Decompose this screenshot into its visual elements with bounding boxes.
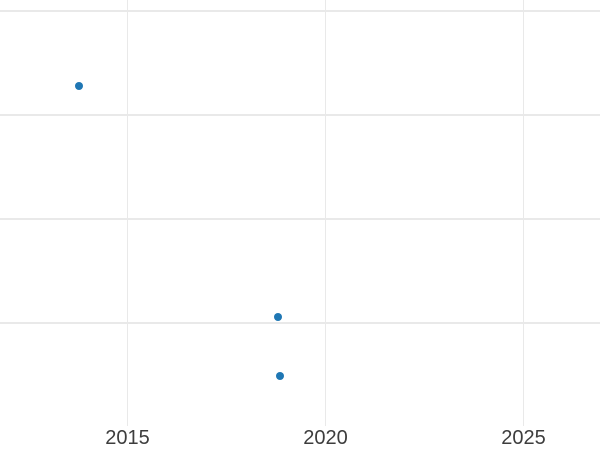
data-point (276, 372, 284, 380)
x-tick-label: 2025 (501, 427, 546, 449)
data-point (75, 81, 83, 90)
h-gridline (0, 10, 600, 12)
data-point (274, 313, 282, 321)
x-tick-label: 2015 (105, 427, 150, 449)
h-gridline (0, 217, 600, 220)
v-gridline (126, 0, 129, 426)
v-gridline (522, 0, 525, 426)
h-gridline (0, 113, 600, 116)
x-tick-label: 2020 (303, 427, 348, 449)
v-gridline (324, 0, 327, 426)
h-gridline (0, 322, 600, 324)
